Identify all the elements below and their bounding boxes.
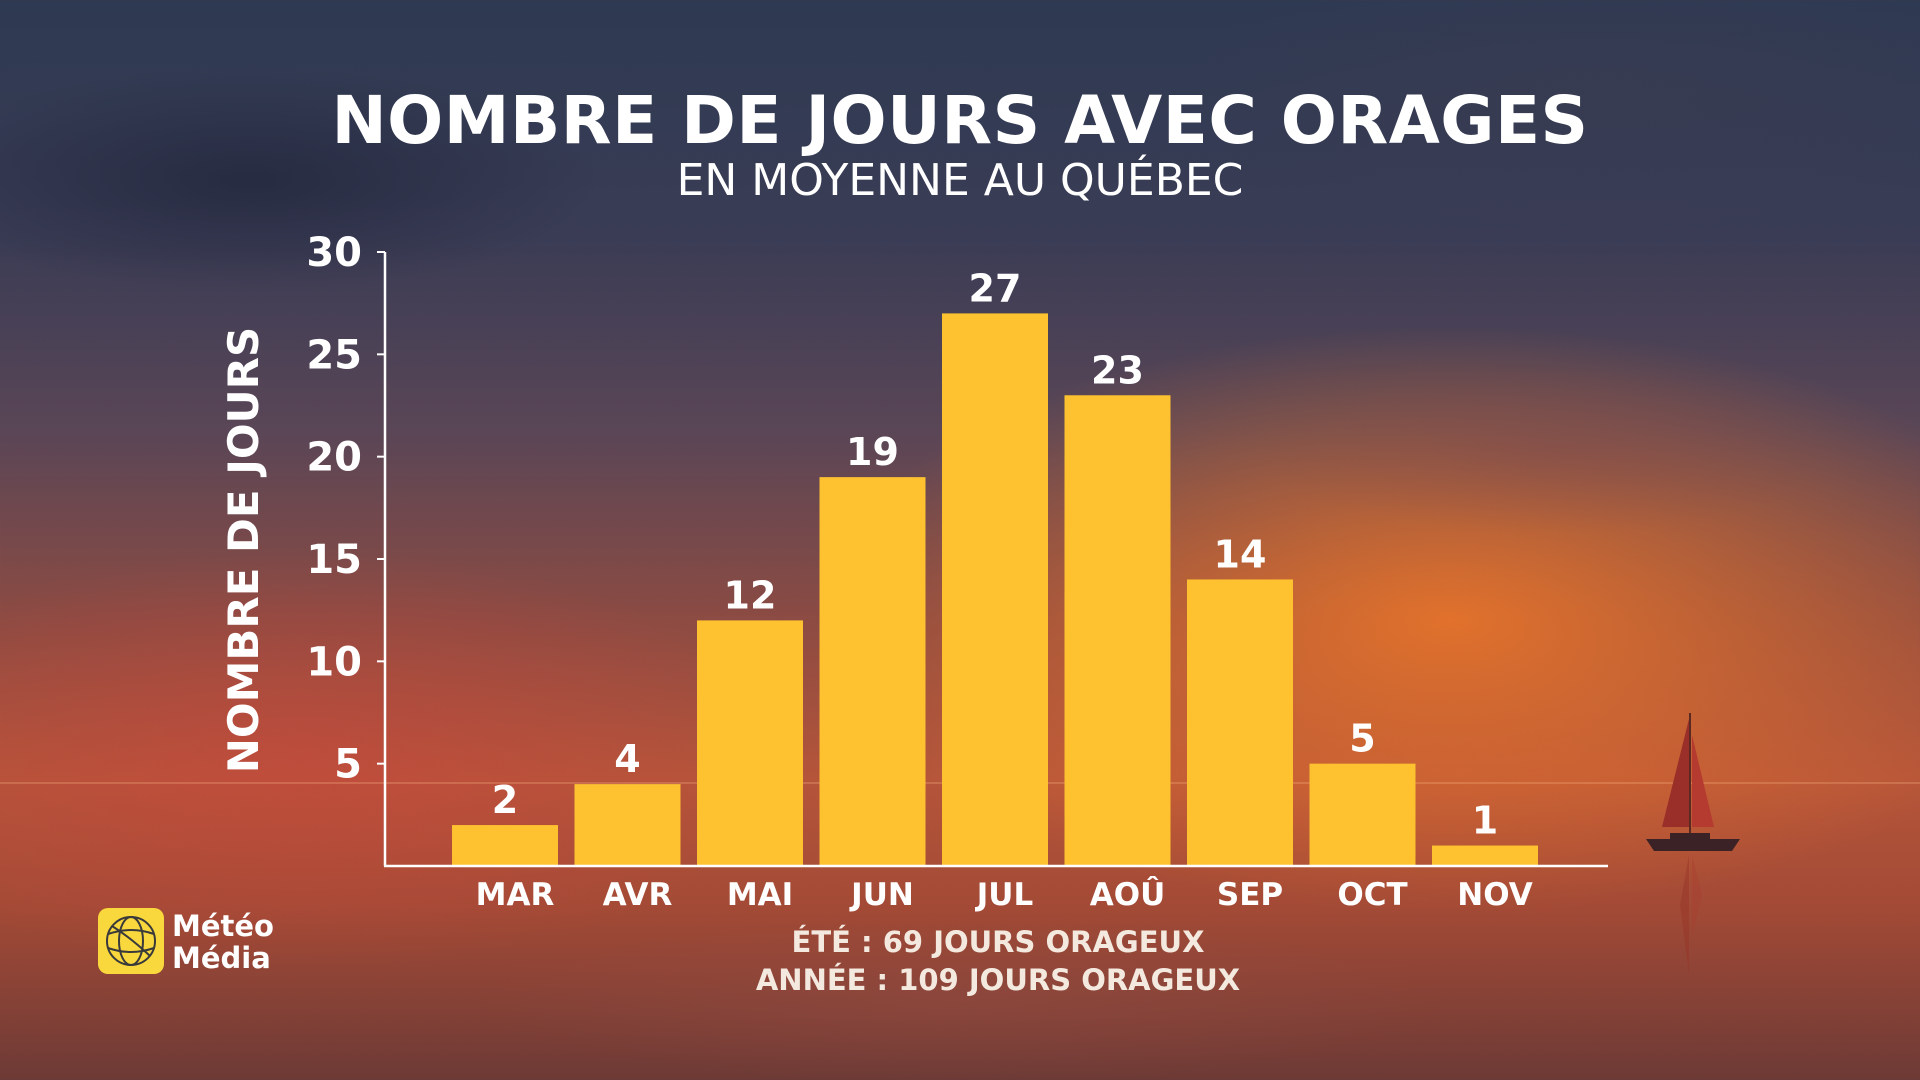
bar-7	[1309, 763, 1416, 866]
x-tick-label-5: AOÛ	[1090, 876, 1166, 913]
x-tick-label-3: JUN	[849, 877, 914, 913]
bar-value-label-1: 4	[614, 737, 640, 781]
y-axis-label: NOMBRE DE JOURS	[219, 327, 268, 774]
chart-subtitle: EN MOYENNE AU QUÉBEC	[676, 155, 1244, 206]
x-tick-label-6: SEP	[1217, 877, 1283, 913]
y-tick-label-3: 20	[306, 435, 362, 481]
meteomedia-globe-icon	[98, 908, 164, 974]
bar-3	[819, 477, 926, 866]
logo-line-1: Météo	[172, 909, 274, 943]
y-tick-label-2: 15	[306, 537, 362, 583]
y-tick-label-4: 25	[306, 332, 362, 378]
bar-8	[1432, 845, 1538, 866]
logo-line-2: Média	[172, 941, 271, 975]
y-tick-label-5: 30	[306, 230, 362, 276]
bar-value-label-4: 27	[969, 266, 1022, 310]
x-tick-label-4: JUL	[975, 877, 1033, 913]
bar-value-label-0: 2	[492, 778, 518, 822]
bar-0	[452, 825, 558, 866]
x-tick-label-7: OCT	[1337, 877, 1407, 913]
y-tick-label-0: 5	[334, 742, 362, 788]
bar-value-label-3: 19	[846, 430, 899, 474]
sailboat-icon	[1646, 713, 1740, 975]
bar-value-label-6: 14	[1214, 532, 1267, 576]
bar-1	[574, 784, 681, 866]
footnote-summer: ÉTÉ : 69 JOURS ORAGEUX	[791, 925, 1205, 959]
bar-value-label-5: 23	[1091, 348, 1144, 392]
bar-value-label-7: 5	[1349, 717, 1375, 761]
x-tick-label-0: MAR	[476, 877, 555, 913]
x-tick-label-1: AVR	[603, 877, 673, 913]
bar-value-label-2: 12	[724, 573, 777, 617]
y-tick-label-1: 10	[306, 639, 362, 685]
meteomedia-wordmark: Météo Média	[172, 910, 274, 974]
footnote-year: ANNÉE : 109 JOURS ORAGEUX	[755, 963, 1241, 997]
x-tick-label-8: NOV	[1457, 877, 1532, 913]
bar-value-label-8: 1	[1472, 799, 1498, 843]
bar-6	[1187, 579, 1293, 866]
bar-5	[1064, 395, 1171, 866]
chart-title: NOMBRE DE JOURS AVEC ORAGES	[331, 82, 1589, 159]
x-tick-label-2: MAI	[727, 877, 793, 913]
bar-4	[942, 313, 1048, 866]
bar-2	[697, 620, 803, 866]
